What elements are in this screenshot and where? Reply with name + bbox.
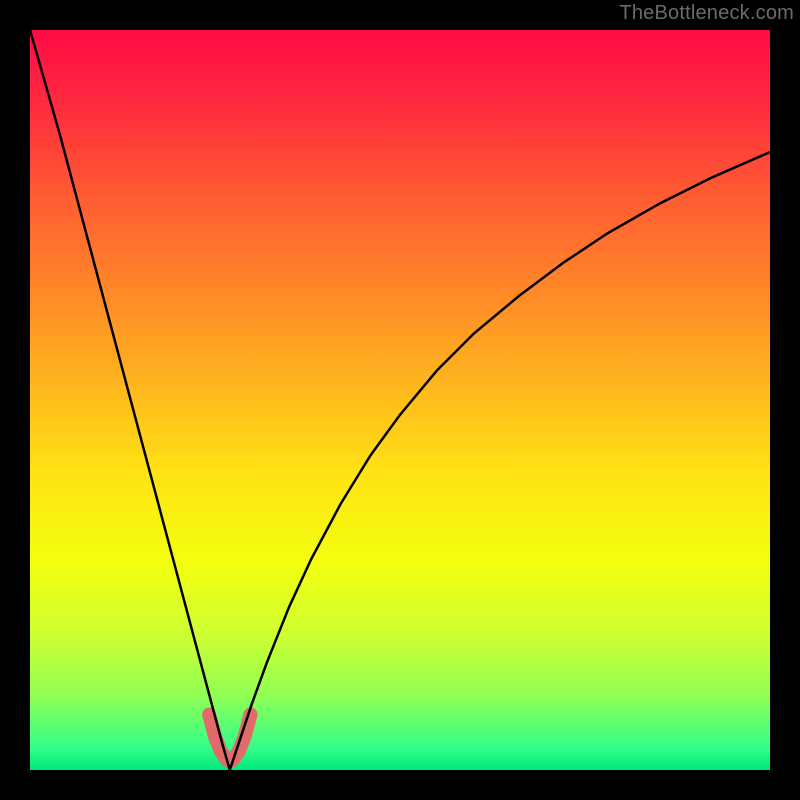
- bottleneck-curve-chart: [0, 0, 800, 800]
- watermark-text: TheBottleneck.com: [619, 2, 794, 25]
- chart-container: TheBottleneck.com: [0, 0, 800, 800]
- plot-gradient-background: [30, 30, 770, 770]
